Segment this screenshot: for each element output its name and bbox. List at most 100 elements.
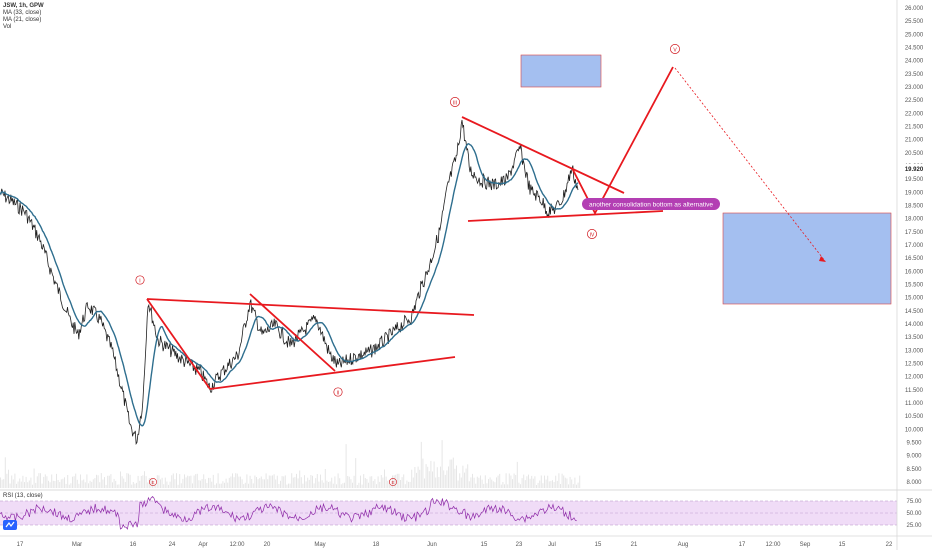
time-axis[interactable]: 17 Mar 16 24 Apr 12:00 20 May 18 Jun 15 23 Jul 15 21 Au…	[17, 542, 893, 548]
volume-bar	[142, 475, 144, 488]
trendlines[interactable]	[146, 66, 674, 390]
volume-bar	[528, 474, 529, 488]
wave-label-iv: IV	[590, 233, 595, 239]
volume-bar	[321, 480, 323, 488]
trendline-upper-2[interactable]	[461, 116, 625, 194]
price-tick-label: 11.500	[905, 388, 924, 394]
volume-bar	[470, 477, 472, 488]
ma-slow-legend[interactable]: MA (21, close)	[3, 17, 42, 23]
volume-bar	[323, 482, 325, 488]
volume-bar	[473, 477, 475, 488]
time-tick-label: Sep	[800, 542, 811, 548]
volume-bar	[177, 484, 179, 488]
volume-bar	[4, 457, 6, 488]
target-zone-lower[interactable]	[722, 212, 892, 305]
volume-bar	[438, 477, 440, 488]
trendline-lower-2[interactable]	[467, 210, 664, 222]
time-tick-label: 15	[595, 542, 602, 548]
volume-bar	[476, 476, 478, 488]
volume-bar	[480, 475, 481, 488]
volume-bar	[139, 480, 141, 488]
volume-bar	[51, 474, 53, 488]
volume-bar	[569, 476, 571, 488]
volume-bar	[190, 475, 192, 488]
volume-bar	[416, 472, 417, 488]
annotation-bubble[interactable]: another consolidation bottom as alternat…	[582, 198, 720, 210]
volume-bar	[54, 481, 56, 488]
volume-bar	[424, 478, 425, 488]
volume-bar	[348, 476, 350, 488]
price-axis[interactable]: 26.000 25.500 25.000 24.500 24.000 23.500 23.0…	[905, 6, 924, 486]
volume-bar	[193, 475, 195, 488]
volume-bar	[24, 482, 25, 488]
trendline-lower-1[interactable]	[209, 356, 456, 390]
volume-bar	[201, 479, 203, 488]
rsi-title[interactable]: RSI (13, close)	[3, 493, 43, 499]
volume-bar	[278, 484, 280, 488]
volume-bar	[459, 473, 461, 488]
target-zone-upper[interactable]	[520, 54, 602, 88]
price-tick-label: 14.000	[905, 322, 924, 328]
volume-bar	[441, 440, 443, 488]
volume-bar	[204, 479, 206, 488]
volume-bar	[36, 476, 38, 488]
trendline-upper-1[interactable]	[146, 298, 475, 316]
price-tick-label: 15.500	[905, 283, 924, 289]
volume-bar	[304, 475, 305, 488]
volume-bar	[452, 457, 454, 488]
volume-bar	[492, 481, 494, 488]
price-tick-label: 16.000	[905, 269, 924, 275]
volume-bar	[532, 478, 534, 488]
volume-bar	[350, 479, 352, 488]
symbol-line[interactable]: JSW, 1h, GPW	[3, 3, 44, 9]
volume-bar	[158, 475, 160, 488]
price-tick-label: 17.000	[905, 243, 924, 249]
trendline-wave-b[interactable]	[249, 293, 336, 372]
volume-bar	[57, 480, 59, 488]
volume-bar	[435, 477, 437, 488]
volume-bar	[368, 482, 369, 488]
volume-bar	[444, 474, 446, 488]
volume-bar	[272, 475, 273, 488]
volume-bar	[448, 466, 449, 488]
volume-bar	[504, 484, 505, 488]
annotation-text: another consolidation bottom as alternat…	[589, 202, 713, 209]
volume-bar	[195, 474, 197, 488]
volume-bar	[131, 484, 133, 488]
volume-bar	[355, 458, 357, 488]
volume-bar	[137, 475, 139, 488]
svg-text:50.00: 50.00	[906, 511, 922, 517]
ma-fast-line	[0, 143, 579, 427]
volume-bar	[521, 478, 523, 488]
volume-bar	[571, 479, 573, 488]
price-tick-label: 8.500	[906, 467, 922, 473]
volume-bar	[545, 479, 547, 488]
projection-wave-v[interactable]	[571, 66, 674, 215]
volume-bar	[163, 484, 165, 488]
volume-bar	[534, 476, 536, 488]
volume-bar	[260, 476, 262, 488]
trendline-wave-a[interactable]	[146, 298, 211, 390]
time-tick-label: 17	[17, 542, 24, 548]
volume-bar	[392, 475, 393, 488]
projection-dotted[interactable]	[674, 67, 826, 262]
time-tick-label: 24	[169, 542, 176, 548]
volume-bar	[512, 479, 513, 488]
target-zones[interactable]	[520, 54, 892, 305]
volume-bar	[555, 475, 557, 488]
volume-bar	[222, 481, 224, 488]
time-tick-label: 18	[373, 542, 380, 548]
volume-bar	[230, 476, 232, 488]
volume-bar	[520, 484, 521, 488]
volume-legend[interactable]: Vol	[3, 24, 12, 30]
volume-bar	[380, 475, 382, 488]
volume-bar	[288, 483, 289, 488]
volume-bar	[393, 475, 395, 488]
volume-bar	[502, 482, 504, 488]
volume-bar	[161, 477, 163, 488]
volume-bar	[179, 474, 181, 488]
ma-fast-legend[interactable]: MA (33, close)	[3, 10, 42, 16]
time-tick-label: 20	[264, 542, 271, 548]
volume-bar	[289, 483, 291, 488]
